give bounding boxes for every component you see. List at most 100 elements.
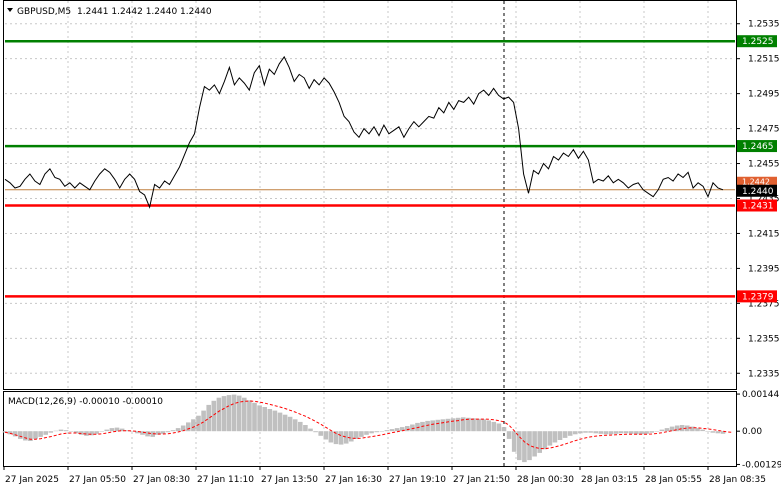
macd-bar: [450, 418, 456, 432]
macd-bar: [461, 417, 466, 432]
x-tick-label: 28 Jan 08:35: [709, 475, 766, 485]
macd-bar: [481, 419, 486, 432]
level-tag: [737, 140, 777, 153]
macd-bar: [644, 431, 649, 434]
macd-bar: [710, 431, 716, 433]
macd-bar: [562, 431, 568, 438]
macd-bar: [84, 431, 89, 436]
macd-bar: [206, 404, 211, 432]
macd-bar: [318, 431, 323, 436]
macd-bar: [99, 431, 104, 432]
level-tag-label: 1.2379: [742, 292, 774, 302]
level-tag-label: 1.2465: [742, 142, 774, 152]
macd-bar: [109, 428, 115, 432]
macd-bar: [537, 431, 542, 453]
macd-bar: [379, 431, 385, 432]
macd-bar: [89, 431, 94, 436]
level-lines: [5, 39, 735, 298]
macd-bar: [415, 422, 420, 432]
macd-bar: [506, 431, 512, 439]
dropdown-triangle-icon[interactable]: [7, 8, 13, 12]
macd-bar: [573, 431, 578, 435]
macd-bar: [705, 431, 710, 432]
macd-bar: [349, 431, 354, 442]
x-tick-label: 27 Jan 05:50: [69, 475, 126, 485]
macd-bar: [28, 431, 33, 441]
macd-bar: [94, 431, 99, 434]
macd-bar: [674, 425, 680, 432]
y-tick-label: 1.2415: [748, 229, 780, 239]
macd-bar: [440, 419, 446, 432]
macd-bar: [53, 430, 59, 432]
macd-bar: [282, 414, 288, 432]
macd-bar: [517, 431, 522, 461]
macd-bar: [333, 431, 339, 445]
x-tick-label: 27 Jan 13:50: [261, 475, 318, 485]
macd-title: MACD(12,26,9) -0.00010 -0.00010: [8, 397, 163, 407]
macd-bar: [303, 425, 308, 432]
x-tick-label: 27 Jan 16:30: [325, 475, 382, 485]
macd-bar: [664, 428, 670, 432]
y-tick-label: -0.00129: [742, 460, 781, 470]
macd-bar: [466, 417, 471, 432]
macd-bar: [369, 431, 374, 434]
macd-bar: [557, 431, 563, 440]
ask-tag: [737, 176, 777, 186]
macd-bar: [669, 426, 675, 432]
bid-tag: [737, 184, 777, 197]
macd-bar: [231, 394, 237, 432]
macd-bar: [308, 428, 313, 432]
macd-bar: [603, 431, 609, 435]
y-tick-label: 0.00: [742, 427, 762, 437]
macd-bar: [23, 431, 28, 441]
macd-bar: [287, 416, 293, 432]
macd-bar: [613, 431, 619, 434]
macd-bar: [588, 431, 593, 433]
macd-bar: [639, 431, 644, 435]
macd-bar: [374, 431, 379, 433]
macd-bar: [226, 395, 232, 432]
macd-bar: [186, 422, 191, 432]
macd-bar: [654, 431, 660, 432]
price-pane-frame: [3, 0, 737, 390]
macd-bar: [496, 423, 502, 432]
macd-bar: [471, 418, 476, 432]
macd-bar: [160, 431, 166, 434]
macd-bar: [547, 431, 553, 446]
macd-bar: [272, 410, 278, 432]
macd-bar: [124, 430, 130, 432]
macd-bar: [257, 405, 262, 432]
macd-bar: [425, 420, 430, 432]
macd-bar: [165, 431, 171, 433]
macd-bar: [445, 418, 451, 432]
macd-bar: [242, 397, 247, 432]
macd-bar: [532, 431, 537, 457]
y-tick-label: 0.00144: [742, 390, 779, 400]
macd-bar: [150, 431, 155, 437]
y-tick-label: 1.2375: [748, 299, 780, 309]
y-tick-label: 1.2395: [748, 264, 780, 274]
ask-tag-label: 1.2442: [742, 177, 770, 186]
macd-bar: [74, 431, 79, 434]
macd-bar: [578, 431, 583, 434]
macd-bar: [501, 427, 507, 432]
macd-bar: [527, 431, 532, 461]
macd-bar: [135, 431, 140, 434]
macd-bar: [552, 431, 558, 443]
macd-bar: [201, 410, 206, 432]
macd-bar: [114, 427, 120, 432]
macd-grid: [67, 392, 709, 466]
macd-bar: [659, 429, 665, 432]
macd-bar: [511, 431, 517, 452]
macd-bar: [690, 426, 695, 432]
level-tag: [737, 290, 777, 303]
macd-bar: [623, 431, 629, 434]
macd-bar: [292, 419, 298, 432]
macd-bar: [629, 431, 634, 434]
macd-bar: [252, 402, 257, 432]
macd-bar: [608, 431, 614, 435]
macd-bar: [593, 431, 598, 434]
